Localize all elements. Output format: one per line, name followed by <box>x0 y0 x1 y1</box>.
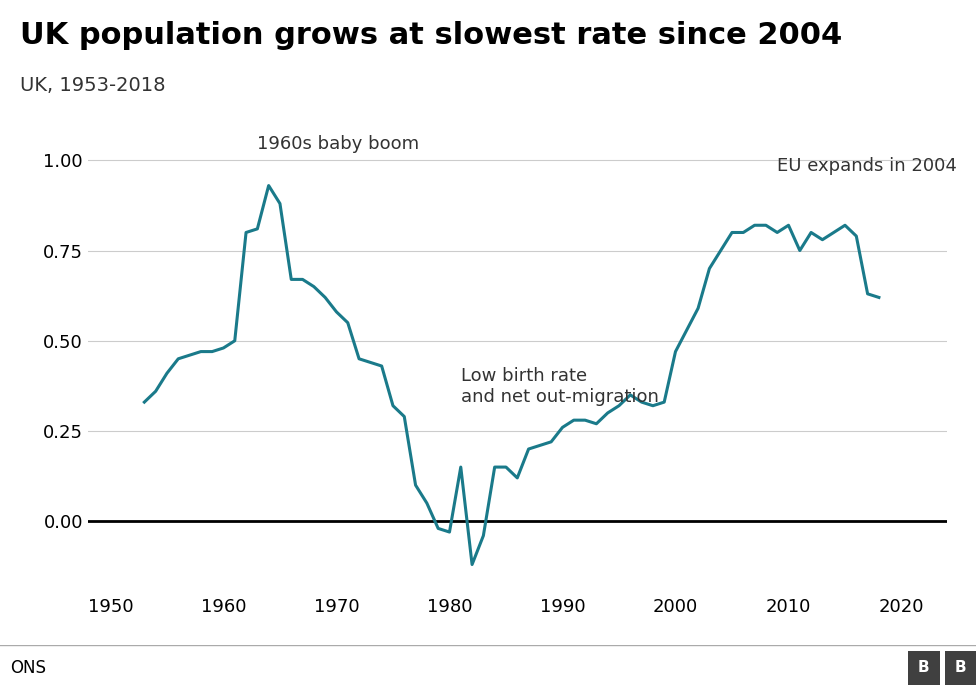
Text: 1960s baby boom: 1960s baby boom <box>258 135 420 153</box>
Text: Low birth rate
and net out-migration: Low birth rate and net out-migration <box>461 367 659 406</box>
Text: UK, 1953-2018: UK, 1953-2018 <box>20 76 165 95</box>
Text: B: B <box>918 660 929 675</box>
Text: B: B <box>956 660 966 675</box>
FancyBboxPatch shape <box>945 651 976 684</box>
Text: ONS: ONS <box>10 658 46 677</box>
Text: UK population grows at slowest rate since 2004: UK population grows at slowest rate sinc… <box>20 21 841 50</box>
FancyBboxPatch shape <box>908 651 940 684</box>
Text: EU expands in 2004: EU expands in 2004 <box>777 157 957 175</box>
